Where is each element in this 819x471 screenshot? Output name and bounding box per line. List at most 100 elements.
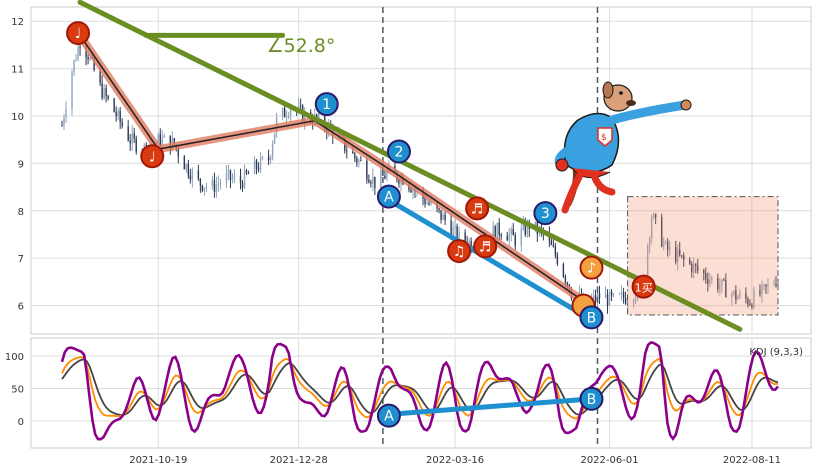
candle-body bbox=[624, 297, 627, 304]
candle-body bbox=[430, 201, 432, 205]
candle-body bbox=[514, 235, 516, 246]
candle-body bbox=[775, 283, 777, 286]
candle-body bbox=[618, 293, 621, 295]
candle-body bbox=[620, 292, 623, 294]
candle-body bbox=[225, 172, 228, 184]
candle-body bbox=[520, 228, 522, 246]
candle-body bbox=[747, 298, 749, 305]
marker-circle bbox=[579, 255, 604, 280]
marker-circle bbox=[631, 274, 656, 299]
candle-body bbox=[749, 304, 751, 306]
candle-body bbox=[723, 279, 725, 281]
kdj-panel-label: KDJ (9,3,3) bbox=[749, 347, 803, 358]
candle-body bbox=[370, 182, 372, 184]
marker-label: ♬ bbox=[479, 239, 492, 255]
candle-body bbox=[245, 170, 248, 174]
candle-body bbox=[556, 255, 559, 265]
candle-body bbox=[113, 98, 115, 113]
candle-body bbox=[119, 110, 121, 122]
marker-label: ♩ bbox=[75, 26, 82, 42]
candle-body bbox=[496, 222, 498, 240]
marker-label: 1 bbox=[322, 97, 331, 113]
candle-body bbox=[703, 270, 705, 274]
candle-body bbox=[554, 246, 557, 256]
candle-body bbox=[79, 46, 81, 48]
candle-body bbox=[73, 60, 75, 72]
candle-body bbox=[358, 160, 360, 163]
candle-body bbox=[127, 126, 129, 141]
price-y-tick-label: 8 bbox=[18, 207, 24, 218]
candle-body bbox=[360, 160, 362, 162]
candle-body bbox=[239, 176, 242, 184]
candle-body bbox=[650, 217, 653, 238]
candle-body bbox=[683, 255, 685, 260]
candle-body bbox=[739, 293, 741, 297]
price-y-tick-label: 6 bbox=[18, 302, 24, 313]
candle-body bbox=[398, 179, 400, 184]
candle-body bbox=[271, 143, 274, 157]
candle-body bbox=[626, 302, 629, 304]
price-y-tick-label: 12 bbox=[11, 17, 24, 28]
candle-body bbox=[737, 296, 739, 300]
marker-label: 2 bbox=[394, 145, 403, 161]
kdj-y-tick-label: 100 bbox=[5, 352, 24, 363]
candle-body bbox=[211, 180, 214, 187]
candle-body bbox=[267, 157, 270, 161]
candle-body bbox=[438, 208, 440, 210]
candle-body bbox=[380, 170, 382, 188]
candle-body bbox=[169, 135, 172, 151]
candle-body bbox=[215, 184, 218, 193]
candle-body bbox=[121, 121, 123, 127]
candle-body bbox=[424, 198, 426, 205]
candle-body bbox=[761, 284, 763, 295]
candle-body bbox=[129, 140, 131, 144]
x-tick-label: 2022-08-11 bbox=[723, 455, 781, 466]
marker-circle bbox=[314, 92, 339, 117]
candle-body bbox=[668, 247, 671, 250]
candle-body bbox=[608, 291, 611, 306]
candle-body bbox=[562, 264, 565, 277]
candle-body bbox=[512, 229, 514, 236]
marker-label: A bbox=[384, 409, 394, 425]
candle-body bbox=[356, 157, 358, 163]
candle-body bbox=[219, 183, 222, 184]
candle-body bbox=[634, 296, 637, 301]
candle-body bbox=[707, 279, 709, 284]
candle-body bbox=[231, 178, 234, 180]
candle-body bbox=[751, 304, 753, 308]
candle-body bbox=[85, 47, 87, 58]
marker-label: ♫ bbox=[453, 244, 466, 260]
candle-body bbox=[498, 222, 500, 235]
candle-body bbox=[191, 170, 194, 180]
candle-body bbox=[632, 300, 635, 303]
marker-label: ♬ bbox=[471, 201, 484, 217]
x-tick-label: 2022-03-16 bbox=[426, 455, 484, 466]
candle-body bbox=[115, 112, 117, 117]
candle-body bbox=[71, 71, 73, 109]
candle-body bbox=[711, 277, 713, 281]
indicator-panel bbox=[30, 337, 812, 449]
candle-body bbox=[89, 57, 91, 60]
candle-body bbox=[689, 259, 691, 264]
marker-circle bbox=[376, 403, 401, 428]
price-y-tick-label: 11 bbox=[11, 65, 24, 76]
candle-body bbox=[697, 265, 699, 271]
candle-body bbox=[61, 125, 63, 127]
candle-body bbox=[161, 137, 163, 146]
candle-body bbox=[287, 116, 290, 118]
candle-body bbox=[133, 133, 135, 139]
candle-body bbox=[468, 241, 470, 248]
candle-body bbox=[648, 237, 651, 246]
candle-body bbox=[285, 116, 288, 118]
svg-text:$: $ bbox=[601, 133, 607, 143]
candle-body bbox=[352, 151, 354, 154]
candle-body bbox=[564, 276, 567, 283]
candle-body bbox=[346, 150, 348, 152]
candle-body bbox=[273, 133, 276, 144]
candle-body bbox=[255, 160, 258, 169]
candle-body bbox=[594, 295, 597, 302]
candle-body bbox=[508, 234, 510, 241]
candle-body bbox=[765, 284, 767, 287]
candle-body bbox=[725, 280, 727, 298]
